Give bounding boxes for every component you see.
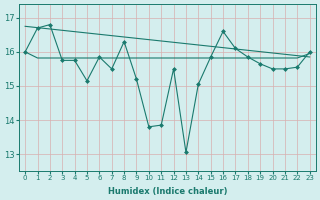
X-axis label: Humidex (Indice chaleur): Humidex (Indice chaleur) (108, 187, 227, 196)
